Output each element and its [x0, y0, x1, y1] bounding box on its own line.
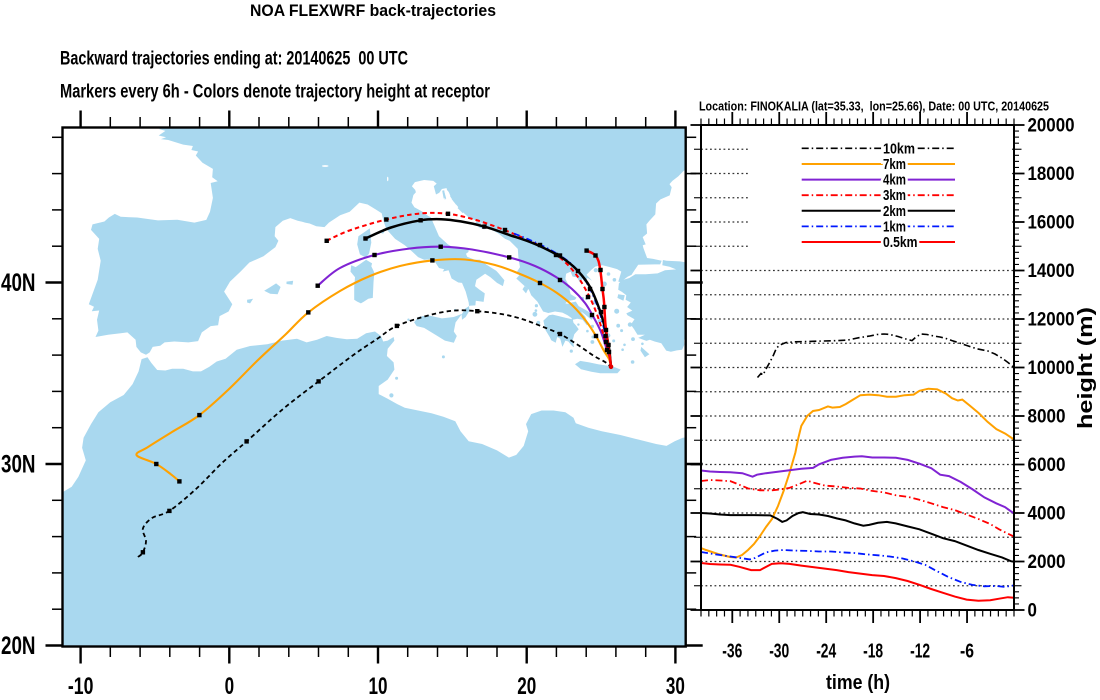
svg-text:height (m): height (m)	[1074, 307, 1097, 429]
svg-text:14000: 14000	[1028, 261, 1075, 282]
svg-text:time (h): time (h)	[826, 672, 890, 694]
svg-text:4km: 4km	[883, 172, 906, 189]
svg-text:30N: 30N	[1, 451, 36, 479]
svg-text:3km: 3km	[883, 187, 906, 204]
svg-text:8000: 8000	[1028, 407, 1066, 428]
svg-text:0: 0	[225, 673, 235, 700]
svg-text:18000: 18000	[1028, 164, 1075, 185]
svg-text:1km: 1km	[883, 218, 906, 235]
svg-text:20000: 20000	[1028, 116, 1075, 137]
svg-text:12000: 12000	[1028, 310, 1075, 331]
svg-text:10km: 10km	[883, 140, 915, 157]
svg-text:NOA FLEXWRF back-trajectories: NOA FLEXWRF back-trajectories	[250, 1, 496, 20]
svg-text:0: 0	[1028, 601, 1037, 622]
svg-text:6000: 6000	[1028, 455, 1066, 476]
svg-text:Location: FINOKALIA (lat=35.33: Location: FINOKALIA (lat=35.33, lon=25.6…	[699, 99, 1049, 114]
svg-text:-36: -36	[722, 641, 742, 663]
svg-text:16000: 16000	[1028, 213, 1075, 234]
svg-text:2000: 2000	[1028, 552, 1066, 573]
svg-text:20N: 20N	[1, 632, 36, 660]
svg-text:Backward trajectories ending a: Backward trajectories ending at: 2014062…	[60, 49, 408, 70]
svg-text:-18: -18	[863, 641, 883, 663]
svg-text:7km: 7km	[883, 156, 906, 173]
svg-text:Markers every 6h - Colors deno: Markers every 6h - Colors denote traject…	[60, 82, 490, 103]
svg-text:10000: 10000	[1028, 358, 1075, 379]
svg-text:-30: -30	[769, 641, 789, 663]
svg-text:4000: 4000	[1028, 504, 1066, 525]
svg-text:-10: -10	[68, 673, 94, 700]
svg-text:10: 10	[369, 673, 388, 700]
svg-text:40N: 40N	[1, 269, 36, 297]
svg-text:-6: -6	[960, 641, 974, 663]
svg-text:30: 30	[666, 673, 685, 700]
svg-text:20: 20	[517, 673, 536, 700]
svg-text:2km: 2km	[883, 203, 906, 220]
svg-text:-24: -24	[816, 641, 837, 663]
svg-text:0.5km: 0.5km	[883, 234, 918, 251]
svg-text:-12: -12	[910, 641, 930, 663]
